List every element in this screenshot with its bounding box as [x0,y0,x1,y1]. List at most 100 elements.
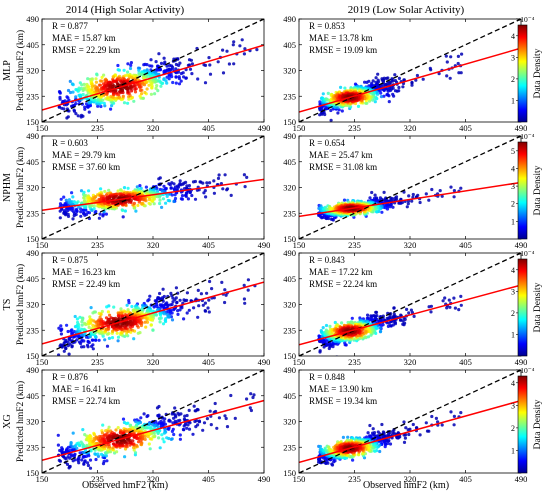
data-point [132,448,136,452]
data-point [171,421,175,425]
data-point [209,423,213,427]
data-point [187,58,192,62]
data-point [82,211,86,215]
y-tick-label: 405 [283,157,296,167]
data-point [138,331,142,335]
data-point [149,58,153,62]
data-point [191,180,196,184]
data-point [112,75,116,79]
colorbar [517,24,528,123]
data-point [459,186,463,190]
data-point [185,311,189,315]
data-point [114,88,118,92]
data-point [89,321,93,325]
data-point [452,195,456,199]
data-point [93,338,98,342]
scatter-points [317,185,463,222]
data-point [83,199,87,203]
data-point [448,76,452,80]
data-point [104,454,108,458]
data-point [410,81,414,85]
data-point [133,90,138,94]
data-point [87,325,91,329]
data-point [190,72,194,76]
data-point [86,461,90,465]
data-point [57,105,62,109]
data-point [84,208,88,212]
data-point [378,330,383,334]
data-point [116,339,120,343]
data-point [225,188,229,192]
data-point [79,210,83,214]
data-point [154,86,158,90]
data-point [177,82,182,86]
data-point [162,62,167,66]
data-point [107,336,111,340]
data-point [70,191,74,195]
data-point [121,417,126,421]
data-point [126,70,130,74]
data-point [75,338,79,342]
data-point [456,61,460,66]
data-point [330,462,334,466]
data-point [88,466,93,470]
y-tick-label: 235 [283,325,296,335]
data-point [324,323,329,328]
data-point [99,187,103,191]
data-point [121,215,125,219]
data-point [126,101,130,105]
data-point [96,97,100,101]
data-point [402,433,406,437]
x-tick-label: 235 [91,240,104,250]
data-point [80,338,84,342]
data-point [62,195,66,199]
data-point [104,212,108,216]
data-point [412,314,416,318]
data-point [143,320,147,324]
data-point [393,89,398,93]
y-tick-label: 150 [26,351,39,361]
data-point [385,93,389,97]
data-point [414,426,419,430]
data-point [204,195,208,199]
data-point [210,287,214,291]
data-point [224,293,228,297]
data-point [156,89,160,93]
data-point [91,311,95,315]
data-point [133,87,137,91]
data-point [215,426,219,430]
data-point [96,452,100,456]
data-point [170,318,175,322]
data-point [178,433,182,437]
fit-line [42,281,264,345]
data-point [193,419,197,424]
data-point [83,105,87,109]
data-point [126,186,130,190]
data-point [393,73,397,77]
data-point [173,196,178,201]
data-point [403,436,407,440]
data-point [440,194,444,198]
data-point [459,71,463,75]
y-tick-label: 235 [26,208,39,218]
data-point [183,299,187,303]
data-point [91,338,95,342]
data-point [445,74,449,78]
data-point [380,422,384,427]
data-point [92,432,96,437]
data-point [139,186,143,190]
data-point [395,436,399,440]
data-point [62,349,66,353]
data-point [177,63,181,67]
data-point [205,181,209,185]
data-point [179,79,183,83]
data-point [115,331,119,335]
data-point [140,201,144,205]
colorbar-tick-label: 5 [511,147,515,156]
data-point [82,196,86,200]
data-point [188,190,192,194]
data-point [137,440,141,444]
data-point [101,212,106,216]
